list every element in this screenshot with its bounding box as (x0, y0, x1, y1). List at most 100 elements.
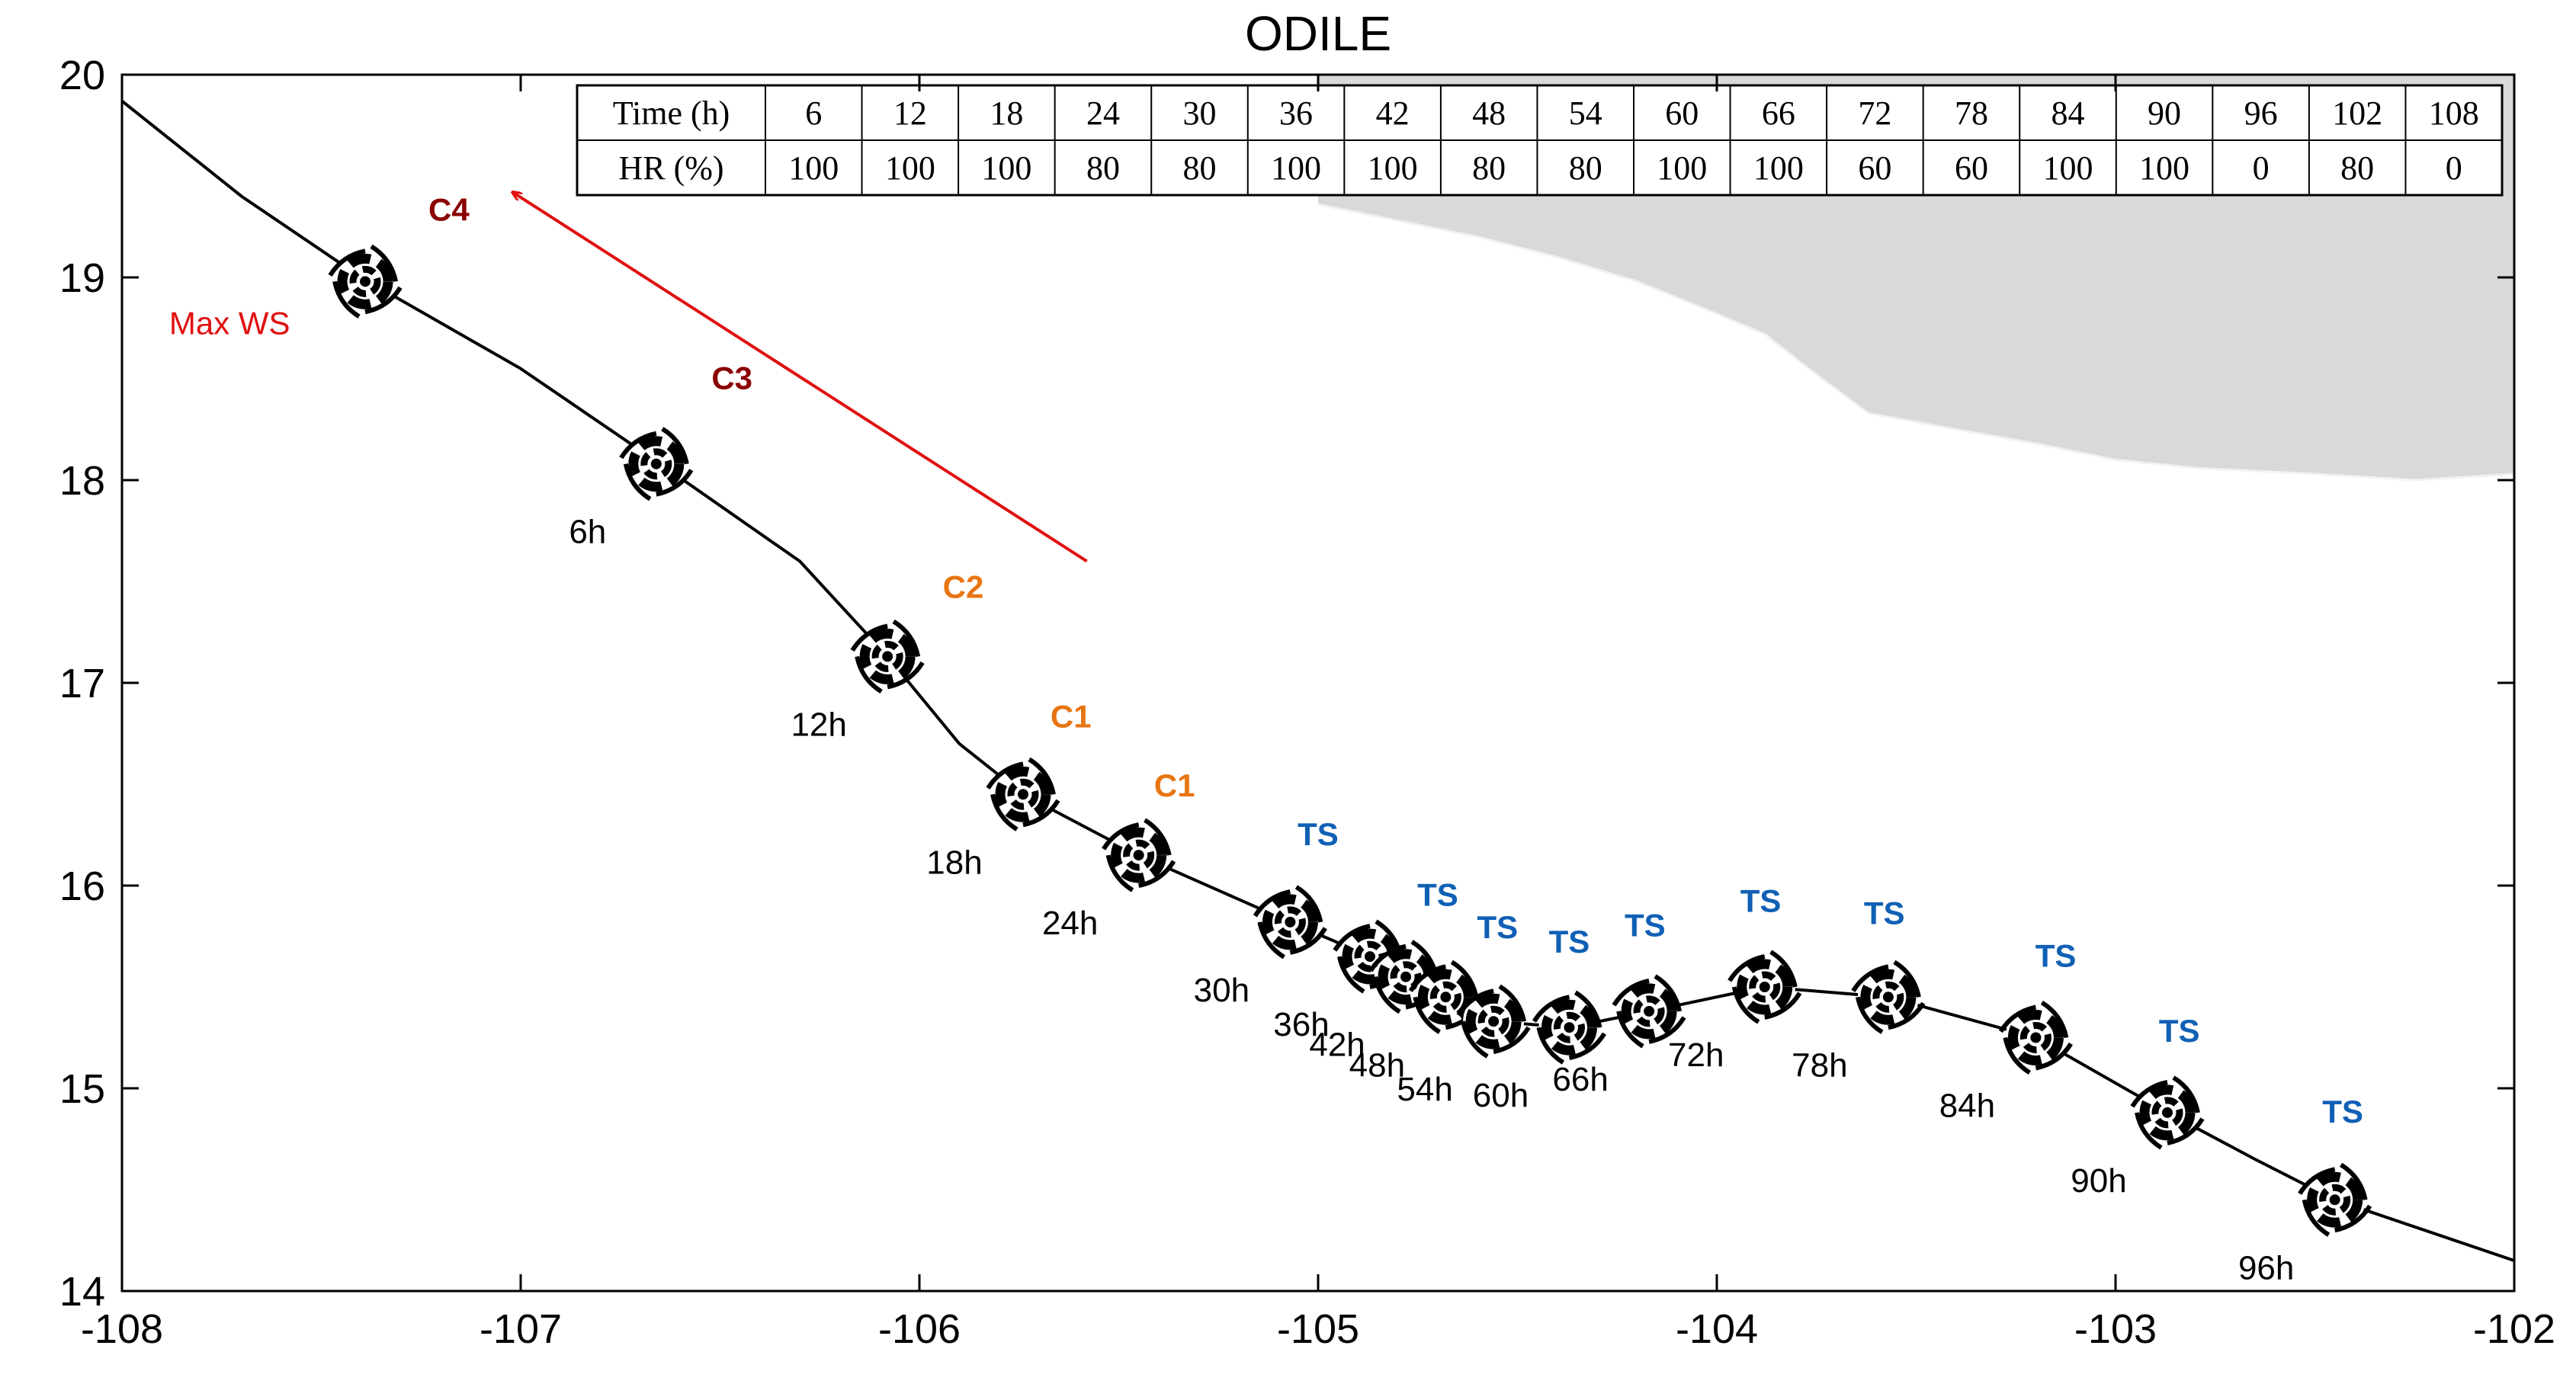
hour-label: 48h (1349, 1046, 1405, 1084)
category-label: TS (2035, 937, 2077, 973)
y-tick-label: 14 (59, 1269, 105, 1315)
hour-label: 72h (1668, 1036, 1724, 1074)
table-time-cell: 18 (990, 95, 1023, 132)
hour-label: 78h (1792, 1046, 1847, 1084)
table-time-cell: 36 (1279, 95, 1313, 132)
hour-label: 54h (1397, 1071, 1452, 1108)
chart-title: ODILE (1245, 6, 1391, 61)
y-tick-label: 17 (59, 661, 105, 706)
hour-label: 12h (791, 706, 846, 743)
table-hr-cell: 0 (2253, 149, 2270, 187)
table-time-cell: 102 (2332, 95, 2382, 132)
hr-table: Time (h) HR (%) 6 12 18 24 30 36 42 48 54 60 66 72 78 8… (576, 84, 2504, 197)
storm-marker (988, 759, 1058, 829)
hour-label: 96h (2238, 1249, 2294, 1286)
table-time-cell: 30 (1183, 95, 1217, 132)
y-tick-label: 16 (59, 863, 105, 909)
x-tick-label: -102 (2473, 1306, 2555, 1352)
y-tick-label: 20 (59, 53, 105, 98)
table-hr-cell: 60 (1858, 149, 1891, 187)
axis-ticks: -108 -107 -106 -105 -104 -103 -102 14 15 16 17 18 19… (59, 53, 2555, 1352)
x-tick-label: -108 (81, 1306, 163, 1352)
table-hr-cell: 0 (2446, 149, 2462, 187)
table-hr-cell: 100 (2139, 149, 2189, 187)
table-time-cell: 72 (1858, 95, 1891, 132)
category-label: TS (2159, 1013, 2200, 1049)
storm-marker (1255, 887, 1325, 957)
annotation-layer: Max WS (169, 192, 1088, 563)
table-hr-cell: 100 (1657, 149, 1707, 187)
max-ws-arrow (513, 192, 1088, 563)
table-hr-cell: 60 (1955, 149, 1988, 187)
category-label: C3 (711, 360, 752, 396)
max-ws-label: Max WS (169, 305, 290, 341)
category-label: C2 (943, 569, 984, 604)
y-tick-label: 18 (59, 458, 105, 504)
y-tick-label: 15 (59, 1066, 105, 1112)
table-hr-cell: 80 (2340, 149, 2374, 187)
storm-marker (1534, 992, 1604, 1062)
category-label: TS (1477, 909, 1519, 945)
table-row-header: HR (%) (618, 149, 723, 187)
table-time-cell: 24 (1086, 95, 1120, 132)
category-label: TS (1864, 895, 1905, 931)
x-tick-label: -107 (480, 1306, 562, 1352)
hour-label: 84h (1939, 1088, 1995, 1125)
table-hr-cell: 80 (1472, 149, 1506, 187)
storm-marker (1853, 962, 1923, 1032)
y-tick-label: 19 (59, 255, 105, 301)
category-label: TS (2322, 1094, 2363, 1129)
hour-label: 30h (1194, 972, 1250, 1009)
table-time-cell: 108 (2429, 95, 2479, 132)
storm-marker (1730, 952, 1800, 1022)
storm-marker (1104, 820, 1174, 890)
storm-marker (621, 429, 691, 499)
storm-marker (2000, 1003, 2071, 1073)
table-hr-cell: 100 (1753, 149, 1804, 187)
category-label: TS (1298, 816, 1339, 852)
category-label: TS (1417, 877, 1458, 913)
storm-marker (2300, 1165, 2370, 1235)
category-label: TS (1625, 908, 1666, 943)
table-time-cell: 66 (1762, 95, 1795, 132)
table-time-cell: 78 (1955, 95, 1988, 132)
table-hr-cell: 100 (885, 149, 935, 187)
storm-marker (2132, 1078, 2202, 1148)
hour-label: 66h (1552, 1061, 1608, 1098)
table-hr-cell: 100 (788, 149, 839, 187)
hour-label: 18h (926, 844, 982, 881)
category-label: C1 (1051, 699, 1092, 735)
hour-label: 42h (1309, 1027, 1365, 1064)
storm-marker (330, 246, 400, 316)
table-time-cell: 6 (805, 95, 822, 132)
category-label: TS (1740, 883, 1782, 919)
table-time-cell: 54 (1569, 95, 1602, 132)
hour-label: 36h (1273, 1006, 1329, 1043)
table-hr-cell: 80 (1183, 149, 1217, 187)
table-hr-cell: 100 (2043, 149, 2093, 187)
table-time-cell: 60 (1665, 95, 1699, 132)
table-hr-cell: 80 (1569, 149, 1602, 187)
table-hr-cell: 100 (1368, 149, 1418, 187)
x-tick-label: -104 (1676, 1306, 1758, 1352)
table-time-cell: 96 (2244, 95, 2278, 132)
x-tick-label: -103 (2074, 1306, 2157, 1352)
category-label: C4 (428, 192, 470, 228)
x-tick-label: -106 (878, 1306, 961, 1352)
category-label: TS (1549, 924, 1590, 959)
table-time-cell: 90 (2148, 95, 2181, 132)
category-label: C1 (1154, 767, 1195, 803)
coastline (1317, 203, 2514, 482)
table-hr-cell: 100 (1271, 149, 1321, 187)
table-hr-cell: 80 (1086, 149, 1120, 187)
table-time-cell: 12 (893, 95, 927, 132)
hour-label: 24h (1042, 905, 1098, 942)
table-time-cell: 48 (1472, 95, 1506, 132)
hour-label: 90h (2071, 1162, 2126, 1200)
hour-label: 6h (569, 514, 606, 551)
hour-label: 60h (1473, 1077, 1529, 1114)
x-tick-label: -105 (1277, 1306, 1359, 1352)
table-time-cell: 42 (1376, 95, 1410, 132)
